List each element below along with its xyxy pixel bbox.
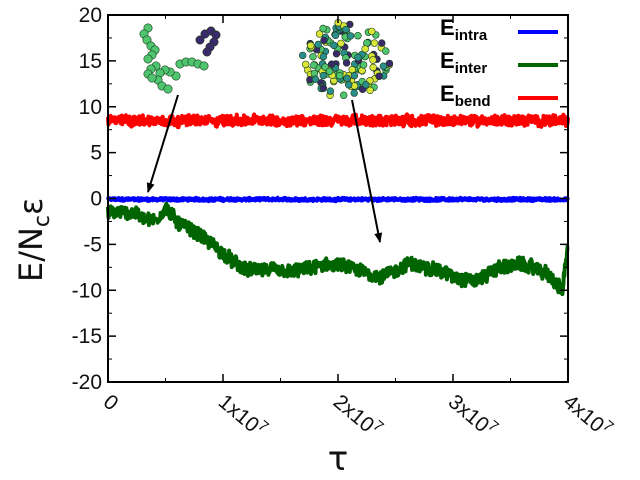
- inset-bead: [332, 50, 341, 58]
- inset-bead: [143, 54, 153, 64]
- inset-bead: [199, 61, 209, 71]
- arrow-right: [351, 99, 383, 243]
- inset-bead: [359, 61, 368, 69]
- inset-bead: [319, 24, 327, 33]
- inset-bead: [370, 39, 379, 47]
- inset-bead: [147, 73, 157, 83]
- inset-bead: [343, 74, 351, 83]
- inset-bead: [368, 27, 376, 36]
- x-tick-label: 4x107: [559, 388, 617, 443]
- inset-bead: [354, 53, 362, 62]
- legend: Eintra Einter Ebend: [440, 15, 558, 110]
- inset-bead: [378, 39, 386, 47]
- inset-bead: [163, 84, 173, 94]
- x-tick-label: 1x107: [214, 388, 272, 443]
- inset-bead: [369, 56, 377, 64]
- arrow-left: [146, 94, 179, 193]
- inset-bead: [314, 40, 322, 49]
- legend-label-inter: Einter: [440, 48, 487, 77]
- inset-bead: [336, 71, 344, 80]
- inset-bead: [342, 25, 350, 34]
- inset-bead: [202, 47, 212, 57]
- inset-bead: [319, 84, 328, 92]
- inset-bead: [346, 32, 355, 40]
- inset-bead: [327, 60, 336, 68]
- axes: [107, 14, 569, 383]
- inset-bead: [321, 63, 329, 71]
- series-line-inter: [106, 201, 570, 297]
- y-tick-label: -5: [83, 233, 102, 256]
- y-tick-label: 5: [90, 142, 102, 165]
- inset-bead: [331, 31, 340, 39]
- inset-bead: [315, 30, 324, 38]
- inset-bead: [382, 47, 390, 55]
- inset-bead: [385, 59, 394, 68]
- y-tick-label: 10: [79, 96, 102, 119]
- y-tick-label: 0: [90, 188, 102, 211]
- inset-bead: [375, 72, 383, 81]
- series-line-bend: [106, 112, 570, 130]
- inset-bead: [342, 59, 351, 67]
- x-tick-label: 2x107: [329, 388, 387, 443]
- inset-bead: [340, 91, 348, 99]
- x-tick-label: 3x107: [444, 388, 502, 443]
- x-axis-title: τ: [328, 439, 348, 479]
- inset-bead: [310, 61, 318, 69]
- inset-bead: [307, 41, 315, 50]
- inset-bead: [195, 35, 205, 45]
- inset-bead: [345, 81, 353, 89]
- inset-bead: [354, 31, 362, 40]
- inset-bead: [369, 63, 377, 72]
- y-tick-label: 20: [79, 4, 102, 27]
- inset-bead: [299, 51, 307, 60]
- inset-bead: [337, 39, 345, 48]
- inset-bead: [361, 45, 369, 53]
- inset-bead: [325, 67, 334, 76]
- legend-label-bend: Ebend: [440, 81, 491, 110]
- inset-bead: [311, 75, 320, 83]
- inset-bead: [309, 53, 317, 61]
- series-layer: [106, 112, 570, 297]
- inset-bead: [366, 86, 374, 95]
- inset-images: [139, 19, 394, 243]
- series-line-intra: [106, 195, 570, 204]
- inset-bead: [330, 41, 338, 50]
- y-tick-label: 15: [79, 50, 102, 73]
- inset-bead: [350, 71, 359, 80]
- inset-bead: [379, 62, 388, 70]
- inset-bead: [362, 81, 370, 89]
- y-tick-label: -15: [72, 325, 102, 348]
- inset-bead: [320, 36, 328, 45]
- inset-bead: [319, 71, 327, 80]
- y-tick-label: -20: [72, 371, 102, 394]
- x-tick-label: 0: [99, 390, 123, 415]
- y-axis-title: E/Ncε: [12, 198, 55, 282]
- axis-titles: τ E/Ncε: [12, 198, 348, 479]
- inset-bead: [319, 52, 328, 61]
- y-tick-label: -10: [72, 279, 102, 302]
- legend-label-intra: Eintra: [440, 15, 488, 44]
- inset-bead: [302, 60, 310, 69]
- inset-bead: [326, 87, 335, 95]
- inset-bead: [350, 89, 358, 97]
